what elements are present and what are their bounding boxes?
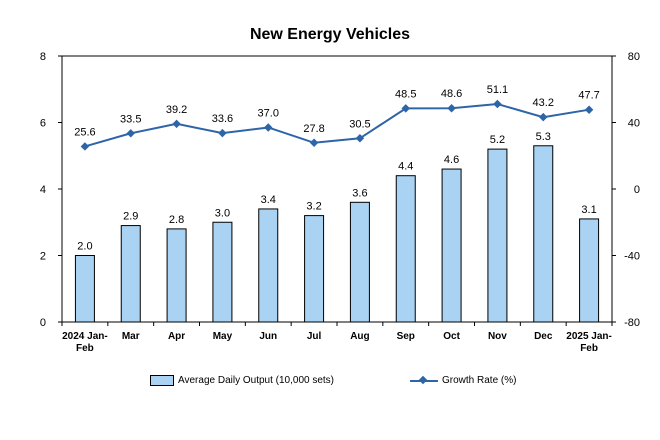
bar	[579, 218, 600, 323]
legend-line-swatch	[410, 376, 438, 386]
bar	[120, 225, 141, 323]
left-axis-tick-label: 4	[40, 184, 46, 196]
line-data-label: 25.6	[74, 126, 95, 138]
bar-data-label: 3.4	[261, 194, 276, 206]
bar-data-label: 4.4	[398, 161, 413, 173]
right-axis-tick-label: 0	[634, 184, 640, 196]
right-axis-tick-label: 40	[628, 118, 640, 130]
x-axis-category-label: 2025 Jan-	[566, 331, 612, 342]
line-data-label: 43.2	[533, 97, 554, 109]
x-axis-category-label: May	[213, 331, 233, 342]
legend-bar-swatch	[150, 375, 174, 386]
x-axis-category-label: Jun	[259, 331, 277, 342]
x-axis-category-label: Jul	[307, 331, 322, 342]
bar	[533, 145, 554, 323]
bar	[395, 175, 416, 323]
line-data-label: 39.2	[166, 104, 187, 116]
right-axis-tick-label: -40	[624, 251, 640, 263]
bar	[304, 215, 325, 323]
bar-data-label: 2.9	[123, 211, 138, 223]
bar	[441, 168, 462, 323]
left-axis-tick-label: 2	[40, 251, 46, 263]
bar	[258, 208, 279, 323]
x-axis-category-label: Feb	[76, 343, 94, 354]
line-point	[539, 112, 548, 122]
bar-data-label: 4.6	[444, 154, 459, 166]
x-axis-category-label: 2024 Jan-	[62, 331, 108, 342]
bar	[487, 148, 508, 323]
line-point	[80, 142, 90, 151]
x-axis-category-label: Feb	[580, 343, 598, 354]
line-point	[447, 103, 456, 113]
line-point	[355, 134, 365, 143]
line-data-label: 37.0	[258, 107, 279, 119]
x-axis-category-label: Mar	[122, 331, 140, 342]
line-point	[493, 99, 502, 109]
x-axis-category-label: Oct	[443, 331, 460, 342]
line-point	[264, 123, 273, 132]
line-point	[401, 104, 410, 113]
bar	[212, 221, 233, 323]
right-axis-tick-label: -80	[624, 317, 640, 329]
bar-data-label: 3.0	[215, 207, 230, 219]
right-axis-tick-label: 80	[628, 51, 640, 63]
x-axis-category-label: Nov	[488, 331, 507, 342]
x-axis-category-label: Apr	[168, 331, 185, 342]
plot-frame	[61, 55, 613, 323]
left-axis-tick-label: 8	[40, 51, 46, 63]
bar-data-label: 2.8	[169, 214, 184, 226]
line-point	[172, 119, 181, 129]
line-data-label: 48.6	[441, 88, 462, 100]
line-data-label: 47.7	[578, 90, 599, 102]
line-data-label: 33.5	[120, 113, 141, 125]
bar	[349, 201, 370, 323]
line-data-label: 30.5	[349, 118, 370, 130]
line-data-label: 48.5	[395, 88, 416, 100]
bar-data-label: 3.2	[306, 201, 321, 213]
legend-label-bars: Average Daily Output (10,000 sets)	[178, 375, 335, 386]
line-point	[584, 105, 594, 114]
line-data-label: 27.8	[303, 123, 324, 135]
legend-item-line: Growth Rate (%)	[410, 375, 516, 386]
x-axis-category-label: Dec	[534, 331, 553, 342]
x-axis-category-label: Sep	[397, 331, 415, 342]
growth-rate-line	[84, 103, 590, 148]
bar-data-label: 5.2	[490, 134, 505, 146]
x-axis-category-label: Aug	[350, 331, 369, 342]
line-data-label: 33.6	[212, 113, 233, 125]
legend-item-bars: Average Daily Output (10,000 sets)	[150, 375, 334, 386]
bar	[166, 228, 187, 323]
bar-data-label: 3.1	[581, 204, 596, 216]
line-point	[218, 128, 227, 138]
left-axis-tick-label: 6	[40, 118, 46, 130]
line-point	[126, 129, 135, 138]
line-data-label: 51.1	[487, 84, 508, 96]
chart-title: New Energy Vehicles	[249, 26, 411, 43]
bar-data-label: 5.3	[536, 131, 551, 143]
legend-label-line: Growth Rate (%)	[442, 375, 517, 386]
bar-data-label: 2.0	[77, 241, 92, 253]
bar-data-label: 3.6	[352, 187, 367, 199]
bar	[74, 255, 95, 323]
line-point	[309, 138, 319, 148]
left-axis-tick-label: 0	[40, 317, 46, 329]
